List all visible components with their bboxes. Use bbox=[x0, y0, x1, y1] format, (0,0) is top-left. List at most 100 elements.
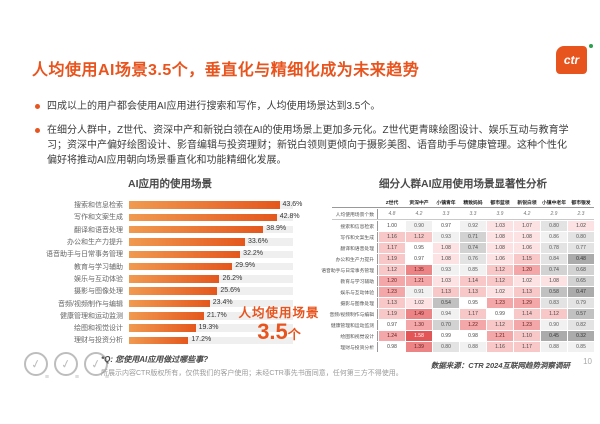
bar-category-label: 娱乐与互动体验 bbox=[74, 275, 123, 283]
heatmap-cell: 0.93 bbox=[433, 265, 459, 275]
heatmap-cell: 1.49 bbox=[406, 309, 432, 319]
heatmap-row: 办公和生产力提升 1.19 0.97 1.08 0.76 1.06 1.15 0.84 0.48 bbox=[332, 254, 594, 264]
bar-track: 29.9% bbox=[129, 262, 293, 271]
heatmap-avg-cell: 2.9 bbox=[541, 209, 567, 219]
bar-value-label: 42.8% bbox=[279, 213, 300, 221]
heatmap-row: 理财与投资分析 0.98 1.39 0.80 0.88 1.16 1.17 0.88 0.85 bbox=[332, 342, 594, 352]
annotation-text: 人均使用场景 bbox=[238, 306, 320, 320]
bar-category-label: 教育与学习辅助 bbox=[74, 263, 123, 271]
bar-fill bbox=[129, 225, 264, 234]
bar-row: 理财与投资分析 17.2% bbox=[25, 334, 315, 346]
bar-track: 26.2% bbox=[129, 275, 293, 283]
heatmap-cell: 1.02 bbox=[406, 298, 432, 308]
bar-row: 写作和文案生成 42.8% bbox=[25, 211, 315, 223]
heatmap-cell: 0.93 bbox=[433, 232, 459, 242]
ctr-logo-text: ctr bbox=[563, 53, 580, 67]
heatmap-cell: 0.68 bbox=[568, 265, 594, 275]
heatmap-cell: 1.21 bbox=[406, 276, 432, 286]
heatmap-cell: 1.12 bbox=[406, 232, 432, 242]
heatmap-cell: 1.19 bbox=[379, 254, 405, 264]
heatmap-cell: 1.16 bbox=[487, 342, 513, 352]
heatmap-cell: 1.20 bbox=[514, 265, 540, 275]
heatmap-row-label: 绘图和视觉设计 bbox=[332, 331, 378, 341]
bullet-text: 在细分人群中，Z世代、资深中产和新锐白领在AI的使用场景上更加多元化。Z世代更青… bbox=[47, 125, 569, 166]
data-source: 数据来源：CTR 2024互联网趋势洞察调研 bbox=[430, 361, 570, 370]
heatmap-avg-cell: 3.9 bbox=[487, 209, 513, 219]
heatmap-cell: 0.86 bbox=[541, 232, 567, 242]
heatmap-cell: 1.13 bbox=[514, 287, 540, 297]
ctr-stamp-icon bbox=[54, 352, 79, 381]
heatmap-row-label: 摄影与图像处理 bbox=[332, 298, 378, 308]
heatmap-cell: 1.10 bbox=[514, 331, 540, 341]
heatmap-cell: 0.71 bbox=[460, 232, 486, 242]
heatmap-cell: 1.08 bbox=[433, 243, 459, 253]
heatmap-cell: 0.80 bbox=[568, 232, 594, 242]
heatmap-row-label: 办公和生产力提升 bbox=[332, 254, 378, 264]
heatmap-cell: 1.12 bbox=[487, 276, 513, 286]
bar-fill bbox=[129, 336, 189, 345]
bar-fill bbox=[129, 201, 280, 209]
heatmap-cell: 1.23 bbox=[487, 298, 513, 308]
heatmap-avg-cell: 3.3 bbox=[460, 209, 486, 219]
heatmap-cell: 0.80 bbox=[541, 221, 567, 231]
heatmap-cell: 0.97 bbox=[379, 320, 405, 330]
bar-track: 42.8% bbox=[129, 213, 300, 222]
heatmap-cell: 1.29 bbox=[514, 298, 540, 308]
bar-value-label: 21.7% bbox=[206, 311, 227, 319]
heatmap-cell: 0.99 bbox=[487, 309, 513, 319]
bar-track: 17.2% bbox=[129, 336, 293, 345]
bullet-item: 在细分人群中，Z世代、资深中产和新锐白领在AI的使用场景上更加多元化。Z世代更青… bbox=[35, 123, 570, 168]
heatmap-cell: 1.58 bbox=[406, 331, 432, 341]
heatmap-cell: 1.03 bbox=[487, 221, 513, 231]
heatmap-row-label: 娱乐与互动体验 bbox=[332, 287, 378, 297]
heatmap-cell: 1.02 bbox=[487, 287, 513, 297]
heatmap-cell: 1.08 bbox=[541, 276, 567, 286]
heatmap-title: 细分人群AI应用使用场景显著性分析 bbox=[379, 178, 547, 190]
heatmap-row-label: 健康管理和运动监测 bbox=[331, 320, 378, 330]
bullet-dot-icon bbox=[35, 104, 40, 109]
heatmap-row: 娱乐与互动体验 1.23 0.91 1.13 1.13 1.02 1.13 0.58 0.47 bbox=[332, 287, 594, 297]
heatmap-cell: 1.20 bbox=[379, 276, 405, 286]
heatmap-cell: 0.47 bbox=[568, 287, 594, 297]
bar-value-label: 29.9% bbox=[235, 262, 256, 270]
heatmap-cell: 1.03 bbox=[433, 276, 459, 286]
heatmap-row: 摄影与图像处理 1.13 1.02 0.54 0.95 1.23 1.29 0.83 0.79 bbox=[332, 298, 594, 308]
bar-fill bbox=[129, 275, 220, 283]
heatmap-cell: 1.35 bbox=[406, 265, 432, 275]
bullet-list: 四成以上的用户都会使用AI应用进行搜索和写作，人均使用场景达到3.5个。 在细分… bbox=[35, 99, 570, 177]
bar-chart-title: AI应用的使用场景 bbox=[128, 178, 212, 190]
bar-rows: 搜索和信息检索 43.6% 写作和文案生成 42.8% 翻译和语音处理 38.9% 办公和生… bbox=[25, 199, 315, 347]
heatmap-cell: 1.14 bbox=[460, 276, 486, 286]
heatmap-cell: 1.08 bbox=[487, 243, 513, 253]
bullet-item: 四成以上的用户都会使用AI应用进行搜索和写作，人均使用场景达到3.5个。 bbox=[35, 99, 570, 114]
bar-row: 办公和生产力提升 33.6% bbox=[25, 236, 315, 248]
survey-question-note: *Q: 您使用AI应用做过哪些事? bbox=[101, 355, 209, 364]
bar-category-label: 翻译和语音处理 bbox=[74, 226, 123, 234]
bar-fill bbox=[129, 299, 210, 308]
heatmap-cell: 0.80 bbox=[433, 342, 459, 352]
heatmap-cell: 0.90 bbox=[406, 221, 432, 231]
bar-value-label: 32.2% bbox=[243, 250, 264, 258]
usage-bar-chart: AI应用的使用场景 搜索和信息检索 43.6% 写作和文案生成 42.8% 翻译和语音处… bbox=[25, 176, 319, 348]
heatmap-cell: 1.39 bbox=[406, 342, 432, 352]
heatmap-cell: 0.95 bbox=[406, 243, 432, 253]
heatmap-cell: 1.17 bbox=[460, 309, 486, 319]
copyright-note: 所展示内容CTR版权所有，仅供我们的客户使用；未经CTR事先书面同意，任何第三方… bbox=[101, 370, 403, 377]
heatmap-cell: 0.92 bbox=[460, 221, 486, 231]
heatmap-column-header: 都市蓝领 bbox=[490, 200, 510, 206]
heatmap-cell: 0.77 bbox=[568, 243, 594, 253]
heatmap-cell: 1.12 bbox=[487, 320, 513, 330]
bar-category-label: 语音助手与日常事务管理 bbox=[46, 251, 123, 259]
heatmap-row-label: 理财与投资分析 bbox=[332, 342, 378, 352]
heatmap-cell: 0.76 bbox=[460, 254, 486, 264]
heatmap-cell: 1.21 bbox=[487, 331, 513, 341]
heatmap-cell: 1.13 bbox=[460, 287, 486, 297]
heatmap-column-header: 都市银发 bbox=[571, 200, 591, 206]
heatmap-cell: 1.13 bbox=[433, 287, 459, 297]
segment-heatmap: 细分人群AI应用使用场景显著性分析 Z世代 资深中产 小镇青年 精致妈妈 都市蓝领 新锐白… bbox=[321, 176, 594, 353]
heatmap-cell: 0.97 bbox=[406, 254, 432, 264]
bar-category-label: 写作和文案生成 bbox=[74, 214, 123, 222]
bar-track: 23.4% bbox=[129, 299, 293, 308]
heatmap-cell: 1.24 bbox=[379, 331, 405, 341]
